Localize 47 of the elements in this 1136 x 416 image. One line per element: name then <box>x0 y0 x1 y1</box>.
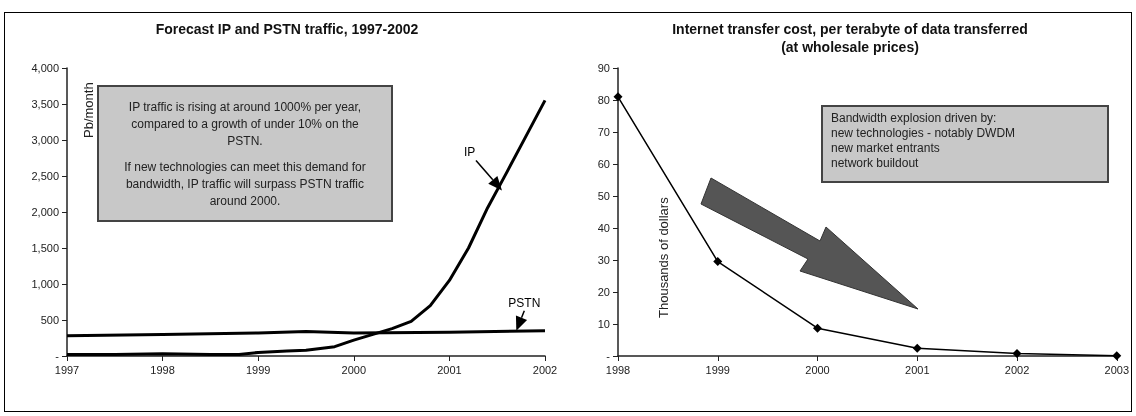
y-tick-label: 1,000 <box>31 278 59 290</box>
text-box: IP traffic is rising at around 1000% per year, compared to a growth of under 10% on the PSTN. If new technologies can meet this demand for bandwidth, IP traffic will surpass PSTN traffic around 2000. <box>97 85 393 222</box>
x-tick-label: 1999 <box>245 363 271 376</box>
text-box: Bandwidth explosion driven by: new technologies - notably DWDM new market entrants network buildout <box>821 105 1109 183</box>
y-tick-label: - <box>606 350 611 362</box>
y-axis-title: Pb/month <box>81 82 96 138</box>
y-tick-label: - <box>55 350 60 362</box>
y-tick-label: 40 <box>597 222 610 234</box>
point <box>1012 348 1022 358</box>
y-tick-label: 1,500 <box>31 242 59 254</box>
y-tick-label: 60 <box>597 158 610 170</box>
point <box>613 92 623 102</box>
x-tick-label: 1997 <box>54 363 80 376</box>
y-tick-label: 3,000 <box>31 134 59 146</box>
point <box>713 257 723 267</box>
x-tick-label: 2002 <box>1004 363 1030 376</box>
y-tick-label: 80 <box>597 94 610 106</box>
y-tick-label: 10 <box>597 318 610 330</box>
chart-title: Forecast IP and PSTN traffic, 1997-2002 <box>155 21 419 37</box>
x-tick-label: 2003 <box>1104 363 1130 376</box>
series-label: PSTN <box>508 295 541 310</box>
y-axis-title: Thousands of dollars <box>656 197 671 318</box>
annotation: IP traffic is rising at around 1000% per year, compared to a growth of under 10% on the PSTN. <box>127 99 363 150</box>
chart-title: Internet transfer cost, per terabyte of data transferred (at wholesale prices) <box>672 21 1028 55</box>
x-tick-label: 2000 <box>805 363 830 376</box>
annotation: Bandwidth explosion driven by: new technologies - notably DWDM new market entrants network buildout <box>831 111 1017 171</box>
x-tick-label: 2002 <box>532 363 558 376</box>
text: IP <box>463 145 476 160</box>
x-tick-label: 1998 <box>150 363 175 376</box>
x-tick-label: 2001 <box>905 363 930 376</box>
x-tick-label: 1999 <box>705 363 730 376</box>
y-tick-label: 30 <box>597 254 610 266</box>
y-tick-label: 2,000 <box>31 206 59 218</box>
y-tick-label: 500 <box>40 314 59 326</box>
y-tick-label: 2,500 <box>31 170 59 182</box>
y-tick-label: 90 <box>597 62 610 74</box>
y-tick-label: 20 <box>597 286 610 298</box>
point <box>912 343 922 353</box>
annotation: If new technologies can meet this demand for bandwidth, IP traffic will surpass PSTN traffic around 2000. <box>123 159 367 210</box>
x-tick-label: 2001 <box>437 363 462 376</box>
x-tick-label: 1998 <box>605 363 631 376</box>
x-tick-label: 2000 <box>341 363 367 376</box>
y-tick-label: 4,000 <box>31 62 59 74</box>
point <box>813 323 823 333</box>
y-tick-label: 70 <box>597 126 610 138</box>
y-tick-label: 50 <box>597 190 610 202</box>
y-tick-label: 3,500 <box>31 98 59 110</box>
